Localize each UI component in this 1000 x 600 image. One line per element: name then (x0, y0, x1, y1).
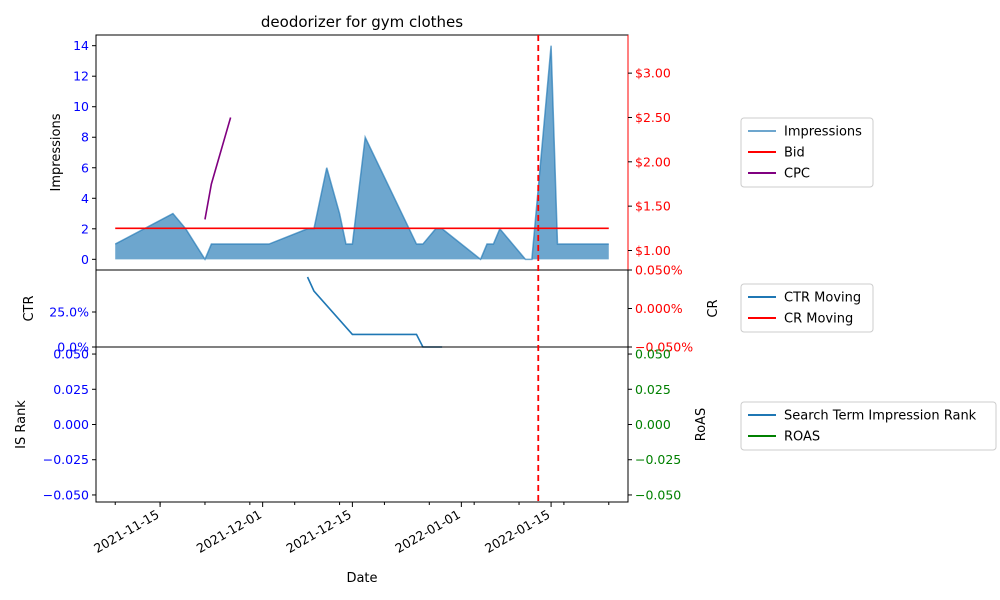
legend-label: CR Moving (784, 312, 853, 327)
legend-box-top (740, 117, 874, 188)
left-tick-label-top: 10 (73, 99, 89, 114)
legend-label: Bid (784, 146, 805, 161)
panel-bottom: −0.050 −0.025 0.000 0.025 0.050 −0.050 −0.025 0… (14, 346, 709, 503)
series-impressions-line (114, 45, 609, 261)
left-tick-label-bottom: −0.025 (43, 452, 89, 467)
series-cpc-line (204, 117, 232, 220)
left-tick-label-top: 12 (73, 69, 89, 84)
left-tick-label-bottom: 0.025 (53, 382, 89, 397)
right-tick-label-middle: 0.050% (635, 263, 683, 278)
right-tick-label-bottom: −0.050 (635, 487, 681, 502)
y-axis-label-left-top: Impressions (49, 113, 64, 191)
y-axis-label-right-bottom: RoAS (694, 408, 709, 442)
right-tick-label-bottom: 0.000 (635, 417, 671, 432)
left-tick-label-middle: 25.0% (49, 305, 89, 320)
legend-label: CTR Moving (784, 291, 861, 306)
y-axis-label-right-middle: CR (706, 299, 721, 317)
right-tick-label-middle: 0.000% (635, 301, 683, 316)
right-tick-label-top: $2.50 (635, 110, 671, 125)
y-axis-label-left-bottom: IS Rank (14, 400, 29, 449)
right-tick-label-top: $1.00 (635, 243, 671, 258)
legends-layer: Impressions Bid CPC CTR Moving CR Moving Sear… (740, 117, 997, 451)
left-tick-label-bottom: −0.050 (43, 487, 89, 502)
right-tick-label-top: $2.00 (635, 154, 671, 169)
right-tick-label-bottom: 0.025 (635, 382, 671, 397)
legend-label: ROAS (784, 430, 820, 445)
left-tick-label-top: 0 (81, 252, 89, 267)
legend-middle: CTR Moving CR Moving (740, 283, 874, 333)
right-tick-label-bottom: 0.050 (635, 347, 671, 362)
legend-top: Impressions Bid CPC (740, 117, 874, 188)
legend-label: Impressions (784, 125, 862, 140)
right-tick-label-top: $3.00 (635, 66, 671, 81)
right-tick-label-bottom: −0.025 (635, 452, 681, 467)
left-tick-label-bottom: 0.050 (53, 347, 89, 362)
legend-bottom: Search Term Impression Rank ROAS (740, 401, 997, 451)
y-axis-label-left-middle: CTR (22, 295, 37, 321)
chart-title: deodorizer for gym clothes (261, 13, 463, 31)
left-tick-label-top: 6 (81, 160, 89, 175)
right-tick-label-top: $1.50 (635, 199, 671, 214)
legend-box-bottom (740, 401, 997, 451)
legend-label: Search Term Impression Rank (784, 409, 977, 424)
panel-top: 0 2 4 6 8 10 12 14 $1.00 $1.50 $2.00 $2.50 $3.00 Impr… (49, 34, 671, 271)
series-impressions-area (115, 45, 609, 260)
x-axis-label: Date (346, 571, 377, 586)
left-tick-label-bottom: 0.000 (53, 417, 89, 432)
left-tick-label-top: 2 (81, 221, 89, 236)
left-tick-label-top: 4 (81, 191, 89, 206)
left-tick-label-top: 8 (81, 130, 89, 145)
left-tick-label-top: 14 (73, 38, 89, 53)
right-tick-label-middle: −0.050% (635, 340, 693, 355)
left-tick-label-middle: 0.0% (57, 340, 89, 355)
legend-label: CPC (784, 167, 810, 182)
